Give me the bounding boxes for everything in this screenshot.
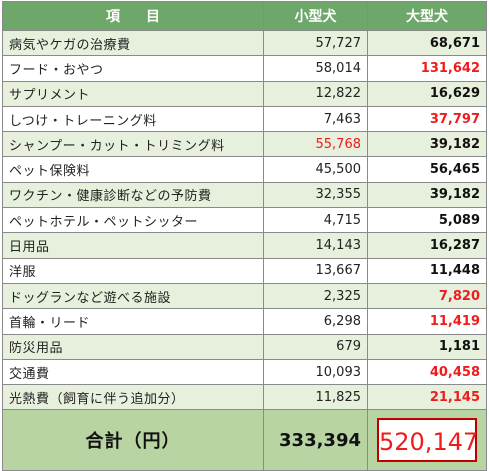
large-dog-value: 11,448 — [367, 257, 487, 284]
large-dog-value: 39,182 — [367, 131, 487, 158]
expense-item-label: サプリメント — [2, 80, 264, 107]
table-row: シャンプー・カット・トリミング料 55,768 39,182 — [2, 131, 487, 158]
small-dog-value: 45,500 — [263, 156, 368, 183]
expense-item-label: シャンプー・カット・トリミング料 — [2, 131, 264, 158]
small-dog-value: 55,768 — [263, 131, 368, 158]
expense-item-label: ペット保険料 — [2, 156, 264, 183]
table-row: ペット保険料 45,500 56,465 — [2, 156, 487, 183]
column-header-small-dog: 小型犬 — [263, 1, 368, 31]
expense-item-label: 病気やケガの治療費 — [2, 29, 264, 57]
large-dog-value: 56,465 — [367, 156, 487, 183]
table-row: 洋服 13,667 11,448 — [2, 257, 487, 284]
table-row: しつけ・トレーニング料 7,463 37,797 — [2, 105, 487, 133]
column-header-large-dog: 大型犬 — [367, 1, 487, 31]
small-dog-value: 10,093 — [263, 358, 368, 386]
table-row: サプリメント 12,822 16,629 — [2, 80, 487, 107]
small-dog-value: 13,667 — [263, 257, 368, 284]
expense-item-label: 防災用品 — [2, 333, 264, 360]
expense-item-label: 首輪・リード — [2, 308, 264, 335]
expense-item-label: 交通費 — [2, 358, 264, 386]
expense-item-label: フード・おやつ — [2, 55, 264, 82]
table-row: ドッグランなど遊べる施設 2,325 7,820 — [2, 282, 487, 310]
total-row: 合計（円） 333,394 520,147 — [2, 409, 487, 471]
table-body: 病気やケガの治療費 57,727 68,671 フード・おやつ 58,014 131,64… — [2, 29, 487, 471]
expense-item-label: ドッグランなど遊べる施設 — [2, 282, 264, 310]
table-row: 首輪・リード 6,298 11,419 — [2, 308, 487, 335]
table-row: 交通費 10,093 40,458 — [2, 358, 487, 386]
table-row: 病気やケガの治療費 57,727 68,671 — [2, 29, 487, 57]
total-label: 合計（円） — [2, 409, 264, 471]
table-row: 防災用品 679 1,181 — [2, 333, 487, 360]
small-dog-value: 2,325 — [263, 282, 368, 310]
large-dog-value: 37,797 — [367, 105, 487, 133]
expense-item-label: 洋服 — [2, 257, 264, 284]
expense-item-label: ワクチン・健康診断などの予防費 — [2, 181, 264, 209]
small-dog-value: 4,715 — [263, 207, 368, 234]
small-dog-value: 57,727 — [263, 29, 368, 57]
table-row: ペットホテル・ペットシッター 4,715 5,089 — [2, 207, 487, 234]
large-dog-value: 131,642 — [367, 55, 487, 82]
expense-item-label: 日用品 — [2, 232, 264, 259]
total-large-dog-value: 520,147 — [377, 418, 478, 463]
large-dog-value: 16,629 — [367, 80, 487, 107]
small-dog-value: 12,822 — [263, 80, 368, 107]
small-dog-value: 6,298 — [263, 308, 368, 335]
table-row: ワクチン・健康診断などの予防費 32,355 39,182 — [2, 181, 487, 209]
large-dog-value: 39,182 — [367, 181, 487, 209]
expense-item-label: ペットホテル・ペットシッター — [2, 207, 264, 234]
table-row: 日用品 14,143 16,287 — [2, 232, 487, 259]
large-dog-value: 21,145 — [367, 384, 487, 411]
small-dog-value: 32,355 — [263, 181, 368, 209]
large-dog-value: 5,089 — [367, 207, 487, 234]
expense-item-label: しつけ・トレーニング料 — [2, 105, 264, 133]
small-dog-value: 58,014 — [263, 55, 368, 82]
large-dog-value: 7,820 — [367, 282, 487, 310]
small-dog-value: 14,143 — [263, 232, 368, 259]
total-large-dog-cell: 520,147 — [367, 409, 487, 471]
small-dog-value: 679 — [263, 333, 368, 360]
table-row: フード・おやつ 58,014 131,642 — [2, 55, 487, 82]
large-dog-value: 40,458 — [367, 358, 487, 386]
large-dog-value: 68,671 — [367, 29, 487, 57]
expense-item-label: 光熱費（飼育に伴う追加分） — [2, 384, 264, 411]
large-dog-value: 1,181 — [367, 333, 487, 360]
table-row: 光熱費（飼育に伴う追加分） 11,825 21,145 — [2, 384, 487, 411]
small-dog-value: 11,825 — [263, 384, 368, 411]
large-dog-value: 11,419 — [367, 308, 487, 335]
column-header-item: 項目 — [2, 1, 264, 31]
small-dog-value: 7,463 — [263, 105, 368, 133]
large-dog-value: 16,287 — [367, 232, 487, 259]
table-header-row: 項目 小型犬 大型犬 — [2, 1, 487, 31]
